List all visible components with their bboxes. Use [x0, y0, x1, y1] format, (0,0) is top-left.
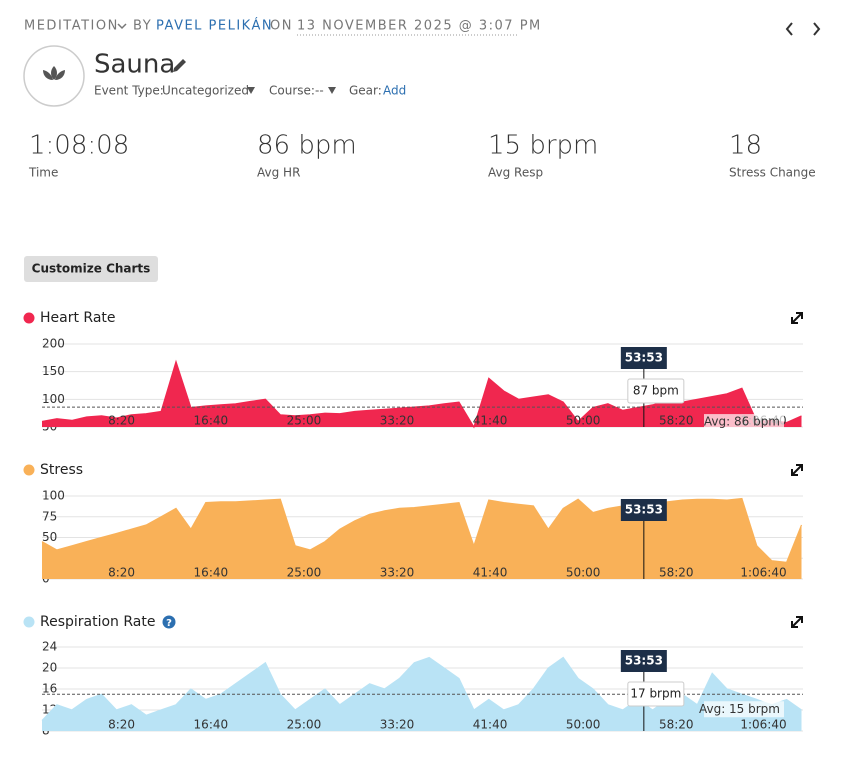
stat-value: 18 [729, 131, 762, 161]
y-tick-label: 200 [42, 337, 65, 351]
x-tick-label: 33:20 [380, 566, 415, 580]
edit-icon[interactable] [173, 59, 186, 72]
legend-dot [23, 312, 35, 324]
customize-button-label[interactable]: Customize Charts [32, 262, 151, 276]
tooltip-text: 17 brpm [630, 687, 681, 701]
x-tick-label: 50:00 [566, 718, 601, 732]
y-tick-label: 16 [42, 682, 57, 696]
stat-label: Avg Resp [488, 166, 543, 180]
tooltip-box [627, 681, 685, 707]
x-tick-label: 41:40 [473, 718, 508, 732]
gear-label: Gear: [349, 84, 382, 98]
expand-icon[interactable] [791, 464, 803, 476]
x-tick-label: 33:20 [380, 414, 415, 428]
x-tick-label: 25:00 [287, 414, 322, 428]
activity-title[interactable]: Sauna [94, 50, 175, 80]
by-text: BY [133, 19, 152, 34]
legend-dot [23, 616, 35, 628]
x-tick-label: 58:20 [659, 566, 694, 580]
x-tick-label: 25:00 [287, 718, 322, 732]
expand-icon[interactable] [791, 312, 803, 324]
lotus-icon [43, 66, 65, 80]
event-type-label: Event Type: [94, 84, 164, 98]
area-line [41, 497, 803, 564]
x-tick-label: 50:00 [566, 414, 601, 428]
stat-label: Stress Change [729, 166, 816, 180]
course-value[interactable]: -- [315, 84, 324, 98]
y-tick-label: 100 [42, 392, 65, 406]
avg-label-bg [704, 701, 784, 718]
customize-button[interactable] [24, 256, 158, 282]
cursor-label-bg [620, 347, 667, 369]
x-tick-label: 41:40 [473, 566, 508, 580]
author-link[interactable]: PAVEL PELIKÁN [156, 18, 273, 34]
cursor-label: 53:53 [625, 503, 663, 517]
chart-title: Stress [40, 462, 83, 478]
x-tick-label: 25:00 [287, 566, 322, 580]
y-tick-label: 50 [42, 530, 57, 544]
x-tick-label: 16:40 [194, 414, 229, 428]
help-icon[interactable] [162, 615, 176, 629]
stat-value: 86 bpm [257, 131, 357, 161]
next-button[interactable] [813, 22, 821, 36]
y-tick-label: 150 [42, 364, 65, 378]
stat-value: 1:08:08 [29, 131, 129, 161]
cursor-label-bg [620, 499, 667, 521]
x-tick-label: 1:06:40 [740, 718, 786, 732]
x-tick-label: 8:20 [108, 566, 135, 580]
dropdown-chevron[interactable] [117, 23, 127, 30]
area-fill [42, 498, 802, 579]
x-tick-label: 33:20 [380, 718, 415, 732]
activity-date[interactable]: 13 NOVEMBER 2025 @ 3:07 PM [297, 19, 542, 34]
x-tick-label: 50:00 [566, 566, 601, 580]
x-tick-label: 8:20 [108, 414, 135, 428]
cursor-label: 53:53 [625, 654, 663, 668]
area-fill [42, 361, 802, 427]
on-text: ON [270, 19, 293, 34]
legend-dot [23, 464, 35, 476]
x-tick-label: 41:40 [473, 414, 508, 428]
help-icon-glyph[interactable]: ? [166, 618, 172, 629]
area-fill [42, 657, 802, 731]
cursor-label: 53:53 [625, 351, 663, 365]
y-tick-label: 24 [42, 640, 57, 654]
stat-label: Avg HR [257, 166, 300, 180]
course-label: Course: [269, 84, 315, 98]
x-tick-label: 16:40 [194, 566, 229, 580]
y-tick-label: 75 [42, 509, 57, 523]
tooltip-text: 87 bpm [633, 384, 679, 398]
x-tick-label: 58:20 [659, 414, 694, 428]
event-type-value[interactable]: Uncategorized [162, 84, 249, 98]
chart-title: Respiration Rate [40, 614, 156, 630]
tooltip-box [627, 378, 685, 404]
stat-label: Time [28, 166, 58, 180]
event-type-caret[interactable] [247, 87, 255, 94]
y-tick-label: 100 [42, 489, 65, 503]
gear-add-link[interactable]: Add [383, 84, 406, 98]
x-tick-label: 58:20 [659, 718, 694, 732]
stat-value: 15 brpm [488, 131, 598, 161]
prev-button[interactable] [785, 22, 793, 36]
x-tick-label: 8:20 [108, 718, 135, 732]
x-tick-label: 1:06:40 [740, 566, 786, 580]
expand-icon[interactable] [791, 616, 803, 628]
cursor-label-bg [620, 650, 667, 672]
course-caret[interactable] [328, 87, 336, 94]
activity-type[interactable]: MEDITATION [24, 19, 119, 34]
x-tick-label: 16:40 [194, 718, 229, 732]
avg-label: Avg: 15 brpm [699, 702, 780, 716]
avg-label-bg [704, 414, 784, 431]
avg-label: Avg: 86 bpm [704, 415, 780, 429]
y-tick-label: 20 [42, 661, 57, 675]
chart-title: Heart Rate [40, 310, 116, 326]
